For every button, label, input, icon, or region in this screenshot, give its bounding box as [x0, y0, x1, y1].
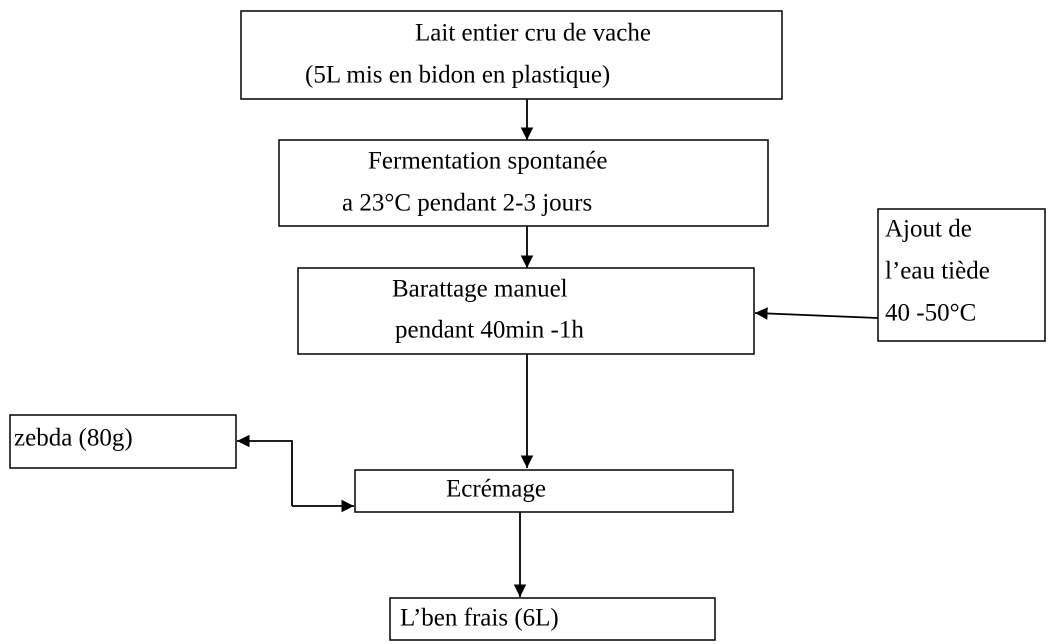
box [389, 597, 716, 641]
box [240, 10, 783, 100]
arrow [237, 434, 293, 506]
node-text: (5L mis en bidon en plastique) [305, 62, 610, 89]
box [354, 469, 734, 513]
node-text: Ecrémage [446, 476, 546, 503]
node-text: L’ben frais (6L) [400, 605, 559, 632]
node-text: a 23°C pendant 2-3 jours [342, 190, 592, 217]
node-text: pendant 40min -1h [395, 317, 584, 344]
box [297, 267, 755, 355]
box [278, 139, 769, 227]
node-text: Barattage manuel [392, 276, 568, 303]
arrow [754, 307, 879, 320]
node-text: Lait entier cru de vache [415, 20, 651, 47]
box [877, 208, 1046, 342]
box [9, 414, 237, 469]
node-text: Ajout de [885, 216, 972, 243]
node-text: 40 -50°C [885, 300, 976, 327]
node-text: l’eau tiède [885, 258, 990, 285]
node-text: zebda (80g) [14, 425, 133, 452]
node-text: Fermentation spontanée [368, 148, 608, 175]
